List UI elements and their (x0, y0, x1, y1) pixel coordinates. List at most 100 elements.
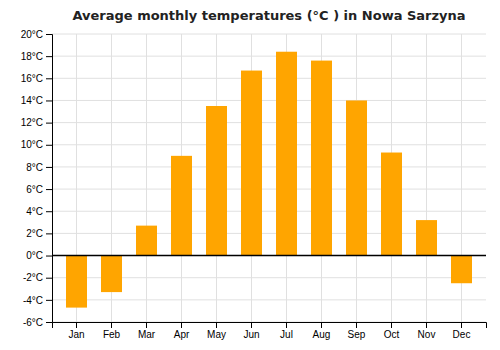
x-tick-mark (321, 322, 322, 328)
x-tick-mark (286, 322, 287, 328)
x-tick-label: Feb (103, 329, 121, 340)
x-tick: Dec (453, 322, 471, 340)
x-axis-line (53, 323, 487, 329)
y-tick-label: 20°C (21, 29, 43, 40)
y-tick: -4°C (23, 295, 52, 306)
y-tick-mark (46, 211, 52, 212)
x-tick: Sep (348, 322, 366, 340)
x-tick: Feb (103, 322, 121, 340)
y-tick-mark (46, 34, 52, 35)
y-tick-label: -2°C (23, 272, 43, 283)
y-tick: 2°C (26, 228, 52, 239)
x-tick: Oct (384, 322, 400, 340)
y-grid-line (52, 166, 486, 167)
bar (346, 100, 367, 255)
y-grid-line (52, 122, 486, 123)
y-tick-mark (46, 56, 52, 57)
bar (381, 153, 402, 256)
x-tick: Mar (138, 322, 156, 340)
x-tick: Jan (68, 322, 84, 340)
x-tick-mark (216, 322, 217, 328)
y-tick: 10°C (21, 139, 52, 150)
x-tick-label: Apr (174, 329, 190, 340)
y-tick-mark (46, 123, 52, 124)
y-grid-line (52, 299, 486, 300)
y-tick-label: 14°C (21, 95, 43, 106)
x-tick-mark (391, 322, 392, 328)
x-tick-label: Jul (280, 329, 293, 340)
y-tick-mark (46, 145, 52, 146)
x-tick-label: Aug (313, 329, 331, 340)
chart-svg: Average monthly temperatures (°C ) in No… (0, 0, 500, 350)
y-tick-label: 10°C (21, 139, 43, 150)
x-tick: Jul (280, 322, 293, 340)
x-tick-mark (426, 322, 427, 328)
y-grid-line (52, 56, 486, 57)
chart-title: Average monthly temperatures (°C ) in No… (72, 8, 465, 23)
y-tick-mark (46, 78, 52, 79)
y-tick: 8°C (26, 162, 52, 173)
y-tick-label: 18°C (21, 51, 43, 62)
y-tick-mark (46, 300, 52, 301)
x-tick-label: Sep (348, 329, 366, 340)
x-tick-mark (356, 322, 357, 328)
bar (451, 256, 472, 284)
y-tick: 12°C (21, 117, 52, 128)
y-axis: -6°C -4°C -2°C 0°C 2°C 4°C 6°C 8°C 10°C 12°C 14°C 1… (21, 29, 53, 328)
x-tick-label: Oct (384, 329, 400, 340)
x-tick-label: Jan (68, 329, 84, 340)
y-tick: 20°C (21, 29, 52, 40)
y-tick: 14°C (21, 95, 52, 106)
y-tick-mark (46, 189, 52, 190)
y-tick: -2°C (23, 272, 52, 283)
bar (241, 71, 262, 256)
plot-area: -6°C -4°C -2°C 0°C 2°C 4°C 6°C 8°C 10°C 12°C 14°C 1… (21, 29, 487, 340)
x-tick-mark (76, 322, 77, 328)
y-axis-line (46, 35, 53, 323)
y-grid-line (52, 211, 486, 212)
y-tick-label: 12°C (21, 117, 43, 128)
y-tick-mark (46, 167, 52, 168)
y-tick-label: 6°C (26, 184, 43, 195)
y-grid-line (52, 189, 486, 190)
bar (171, 156, 192, 256)
y-tick: 0°C (26, 250, 52, 261)
y-grid-line (52, 34, 486, 35)
x-axis: JanFebMarAprMayJunJulAugSepOctNovDec (53, 322, 487, 340)
x-tick-label: Jun (243, 329, 259, 340)
x-tick-label: Mar (138, 329, 156, 340)
y-grid-line (52, 255, 486, 256)
y-tick: 18°C (21, 51, 52, 62)
y-tick-mark (46, 233, 52, 234)
y-tick-mark (46, 256, 52, 257)
y-tick: 16°C (21, 73, 52, 84)
x-tick-mark (251, 322, 252, 328)
y-tick-mark (46, 100, 52, 101)
bar (311, 61, 332, 256)
y-tick-label: 8°C (26, 162, 43, 173)
x-tick: Aug (313, 322, 331, 340)
x-tick-label: Dec (453, 329, 471, 340)
bar (416, 220, 437, 255)
bar (206, 106, 227, 256)
bar (276, 52, 297, 256)
bars (66, 52, 472, 308)
y-tick-label: -4°C (23, 295, 43, 306)
y-grid-line (52, 100, 486, 101)
x-tick: May (207, 322, 226, 340)
y-tick-mark (46, 322, 52, 323)
x-tick: Apr (174, 322, 190, 340)
x-tick-label: May (207, 329, 226, 340)
bar (136, 226, 157, 256)
bar (66, 256, 87, 308)
y-tick: 6°C (26, 184, 52, 195)
grid (52, 34, 486, 322)
x-tick-mark (461, 322, 462, 328)
y-tick: -6°C (23, 317, 52, 328)
y-tick-label: 4°C (26, 206, 43, 217)
y-tick-label: 0°C (26, 250, 43, 261)
y-grid-line (52, 78, 486, 79)
x-tick-mark (111, 322, 112, 328)
y-tick-label: 2°C (26, 228, 43, 239)
x-grid-line (426, 34, 427, 322)
